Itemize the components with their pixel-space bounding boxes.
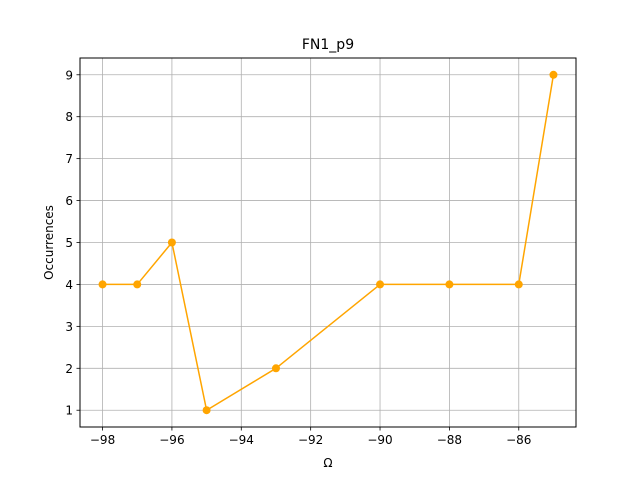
data-point (445, 280, 454, 289)
data-point (133, 280, 142, 289)
y-tick-label: 4 (65, 278, 73, 292)
data-point (98, 280, 107, 289)
x-tick-label: −86 (506, 433, 531, 447)
data-point (514, 280, 523, 289)
y-tick-label: 9 (65, 68, 73, 82)
y-tick-label: 6 (65, 194, 73, 208)
x-tick-label: −88 (437, 433, 462, 447)
y-axis-label: Occurrences (42, 205, 56, 280)
x-tick-label: −98 (90, 433, 115, 447)
data-point (202, 406, 211, 415)
y-axis: 1 2 3 4 5 6 7 8 9 (65, 68, 80, 418)
data-point (549, 70, 558, 79)
data-point (376, 280, 385, 289)
x-tick-label: −96 (159, 433, 184, 447)
grid (80, 58, 576, 427)
y-tick-label: 8 (65, 110, 73, 124)
x-tick-label: −92 (298, 433, 323, 447)
data-point (271, 364, 280, 373)
series-layer (98, 70, 558, 415)
y-tick-label: 5 (65, 236, 73, 250)
x-tick-label: −90 (367, 433, 392, 447)
x-tick-label: −94 (229, 433, 254, 447)
y-tick-label: 7 (65, 152, 73, 166)
x-axis-label: Ω (323, 456, 332, 470)
chart-title: FN1_p9 (302, 37, 354, 53)
x-axis: −98 −96 −94 −92 −90 −88 −86 (90, 427, 531, 447)
y-tick-label: 2 (65, 362, 73, 376)
y-tick-label: 3 (65, 320, 73, 334)
y-tick-label: 1 (65, 404, 73, 418)
data-point (167, 238, 176, 247)
